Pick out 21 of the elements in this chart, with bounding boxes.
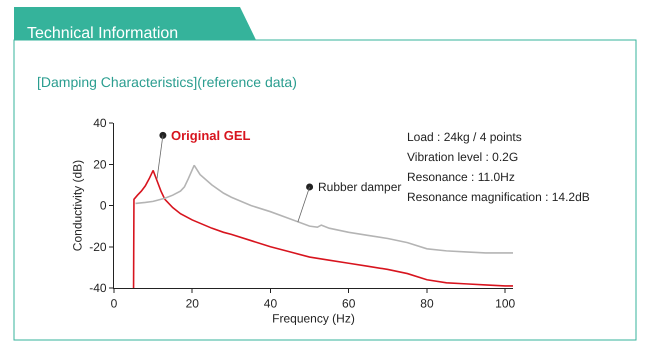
x-tick-label: 20 — [186, 296, 200, 310]
text: Rubber damper — [318, 180, 402, 194]
y-tick-label: 40 — [93, 116, 107, 130]
y-tick-label: -20 — [89, 240, 107, 254]
x-tick-label: 60 — [342, 296, 356, 310]
y-tick-label: -40 — [89, 281, 107, 296]
x-tick-label: 40 — [264, 296, 278, 310]
annotation: Vibration level : 0.2G — [407, 150, 518, 164]
annotation: Resonance : 11.0Hz — [407, 170, 515, 184]
text: Original GEL — [171, 128, 251, 143]
annotation: Resonance magnification : 14.2dB — [407, 190, 590, 204]
chart-subtitle: [Damping Characteristics](reference data) — [37, 74, 297, 90]
y-tick-label: 0 — [100, 198, 107, 213]
x-axis-title: Frequency (Hz) — [272, 311, 355, 326]
x-tick-label: 100 — [495, 296, 516, 310]
y-axis-title: Conductivity (dB) — [70, 160, 85, 252]
x-tick-label: 0 — [110, 296, 118, 310]
y-tick-label: 20 — [93, 157, 107, 172]
chart-title: Technical Information — [27, 25, 178, 42]
x-tick-label: 80 — [420, 296, 434, 310]
annotation: Load : 24kg / 4 points — [407, 130, 522, 144]
